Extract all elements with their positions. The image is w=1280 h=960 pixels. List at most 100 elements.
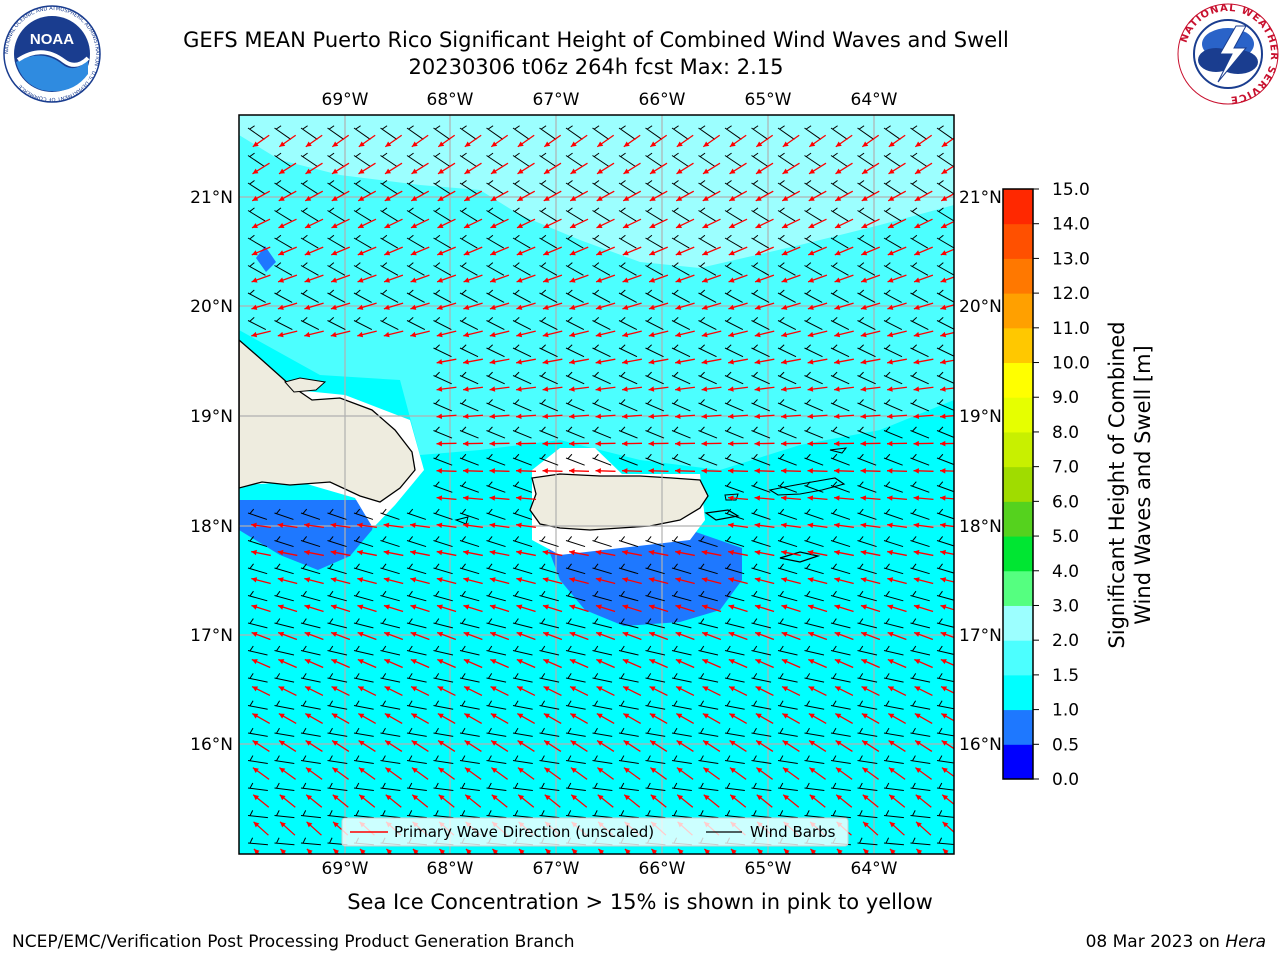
wind-barb — [857, 210, 875, 222]
wave-arrow-head — [834, 223, 841, 228]
wave-arrow-head — [463, 631, 470, 637]
wind-barb-flag — [885, 755, 890, 762]
wave-arrow-head — [676, 141, 683, 147]
wind-barb-flag — [726, 590, 731, 597]
wind-barb — [406, 595, 427, 602]
wind-barb-flag — [540, 399, 546, 405]
wind-barb-flag — [832, 371, 838, 377]
wave-arrow-head — [729, 686, 736, 692]
wave-arrow-head — [624, 848, 631, 854]
wind-barb-flag — [514, 344, 520, 350]
wind-barb-flag — [938, 481, 944, 487]
wind-barb-flag — [673, 590, 678, 597]
wind-barb-flag — [912, 673, 917, 679]
wave-arrow-head — [676, 195, 683, 201]
wind-barb — [883, 677, 904, 683]
wind-barb-flag — [858, 289, 865, 295]
colorbar-tick-label: 10.0 — [1052, 354, 1090, 374]
wave-arrow-head — [358, 713, 365, 719]
wind-barb — [592, 650, 613, 656]
wind-barb — [565, 265, 584, 276]
wave-arrow-head — [728, 659, 735, 665]
wind-barb-flag — [673, 673, 678, 679]
wind-barb-flag — [355, 700, 360, 707]
wind-barb-flag — [779, 618, 784, 624]
wind-barb-flag — [779, 234, 785, 240]
wind-barb — [247, 567, 268, 575]
wave-arrow-head — [358, 767, 365, 773]
wind-barb — [565, 430, 585, 439]
wind-barb — [539, 540, 559, 548]
wind-barb-flag — [911, 344, 918, 350]
wind-barb-flag — [461, 645, 466, 652]
wave-arrow-head — [596, 686, 603, 692]
wind-barb — [247, 732, 268, 737]
wind-barb-flag — [567, 399, 573, 405]
wind-barb-flag — [912, 563, 917, 569]
wind-barb — [433, 650, 454, 656]
wave-arrow-head — [437, 277, 444, 283]
wind-barb-flag — [779, 207, 785, 212]
wind-barb — [459, 622, 480, 629]
wind-barb — [592, 540, 612, 548]
wind-barb — [777, 595, 798, 602]
wind-barb-flag — [594, 563, 599, 569]
wave-arrow-head — [463, 304, 470, 310]
wave-arrow-head — [860, 304, 867, 310]
wave-arrow-head — [807, 304, 814, 310]
wind-barb-flag — [806, 508, 811, 514]
wind-barb-flag — [514, 371, 520, 377]
wind-barb-flag — [593, 262, 600, 267]
wind-barb-flag — [408, 782, 413, 789]
wave-arrow-head — [491, 740, 498, 746]
wind-barb-flag — [541, 810, 545, 816]
wave-arrow-head — [887, 631, 894, 637]
wind-barb — [777, 347, 797, 358]
lon-tick-label: 68°W — [427, 90, 474, 110]
wave-arrow-head — [703, 767, 710, 773]
wind-barb-flag — [541, 618, 546, 624]
wave-arrow-head — [781, 250, 788, 256]
wave-arrow-head — [702, 686, 709, 692]
wave-arrow-head — [807, 604, 814, 610]
wind-barb-flag — [673, 125, 679, 130]
wind-barb-flag — [673, 289, 679, 295]
wave-arrow-head — [703, 141, 710, 147]
wave-arrow-head — [595, 386, 602, 392]
wind-barb — [857, 265, 876, 276]
map-frame — [238, 114, 955, 855]
wave-arrow-head — [888, 195, 895, 201]
wave-arrow-head — [783, 848, 790, 854]
wave-arrow-head — [941, 195, 948, 201]
wind-barb — [936, 237, 954, 249]
wind-barb-flag — [726, 180, 732, 185]
wave-arrow-head — [675, 223, 682, 228]
wind-barb-flag — [514, 563, 519, 569]
wind-barb — [539, 705, 560, 710]
wind-barb — [698, 760, 719, 764]
wave-arrow-head — [464, 195, 471, 201]
wind-barb-flag — [938, 316, 944, 322]
wind-barb-flag — [805, 234, 812, 240]
wind-barb-flag — [355, 755, 360, 762]
wind-barb-flag — [541, 590, 546, 597]
wind-barb-flag — [859, 673, 864, 679]
wave-arrow-head — [436, 495, 443, 501]
wind-barb — [645, 732, 666, 737]
wind-barb-flag — [753, 645, 758, 652]
wind-barb — [777, 237, 796, 249]
wind-barb-flag — [302, 837, 307, 844]
wind-barb — [857, 375, 876, 385]
wind-barb — [698, 210, 716, 222]
wind-barb-flag — [699, 152, 706, 158]
wave-arrow-head — [835, 767, 842, 773]
wave-arrow-head — [252, 141, 259, 147]
wind-barb — [804, 375, 823, 385]
wave-arrow-head — [489, 386, 496, 392]
wind-barb — [936, 567, 954, 574]
wave-arrow-head — [569, 549, 575, 556]
wave-arrow-head — [754, 468, 760, 474]
wave-arrow-head — [728, 631, 735, 637]
wind-barb-flag — [912, 508, 917, 514]
wind-barb-flag — [938, 563, 943, 569]
